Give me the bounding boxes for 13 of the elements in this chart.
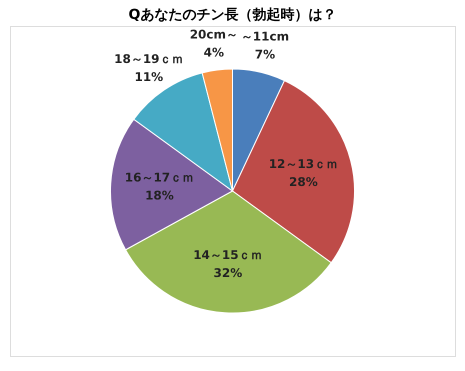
slice-label: 18～19ｃｍ bbox=[114, 52, 184, 66]
data-label: 4% bbox=[204, 45, 224, 60]
data-label: 18% bbox=[145, 188, 174, 202]
data-label: 11% bbox=[134, 70, 164, 84]
data-label: 32% bbox=[214, 266, 242, 280]
chart-title: Qあなたのチン長（勃起時）は？ bbox=[128, 7, 336, 23]
slice-label: ～11cm bbox=[240, 30, 290, 44]
slice-label: 16～17ｃｍ bbox=[124, 170, 194, 184]
slice-label: 14～15ｃｍ bbox=[193, 248, 263, 262]
data-label: 28% bbox=[289, 174, 318, 189]
slice-label: 12～13ｃｍ bbox=[268, 156, 338, 171]
data-label: 7% bbox=[254, 48, 276, 62]
slice-label: 20cm～ bbox=[190, 27, 238, 42]
